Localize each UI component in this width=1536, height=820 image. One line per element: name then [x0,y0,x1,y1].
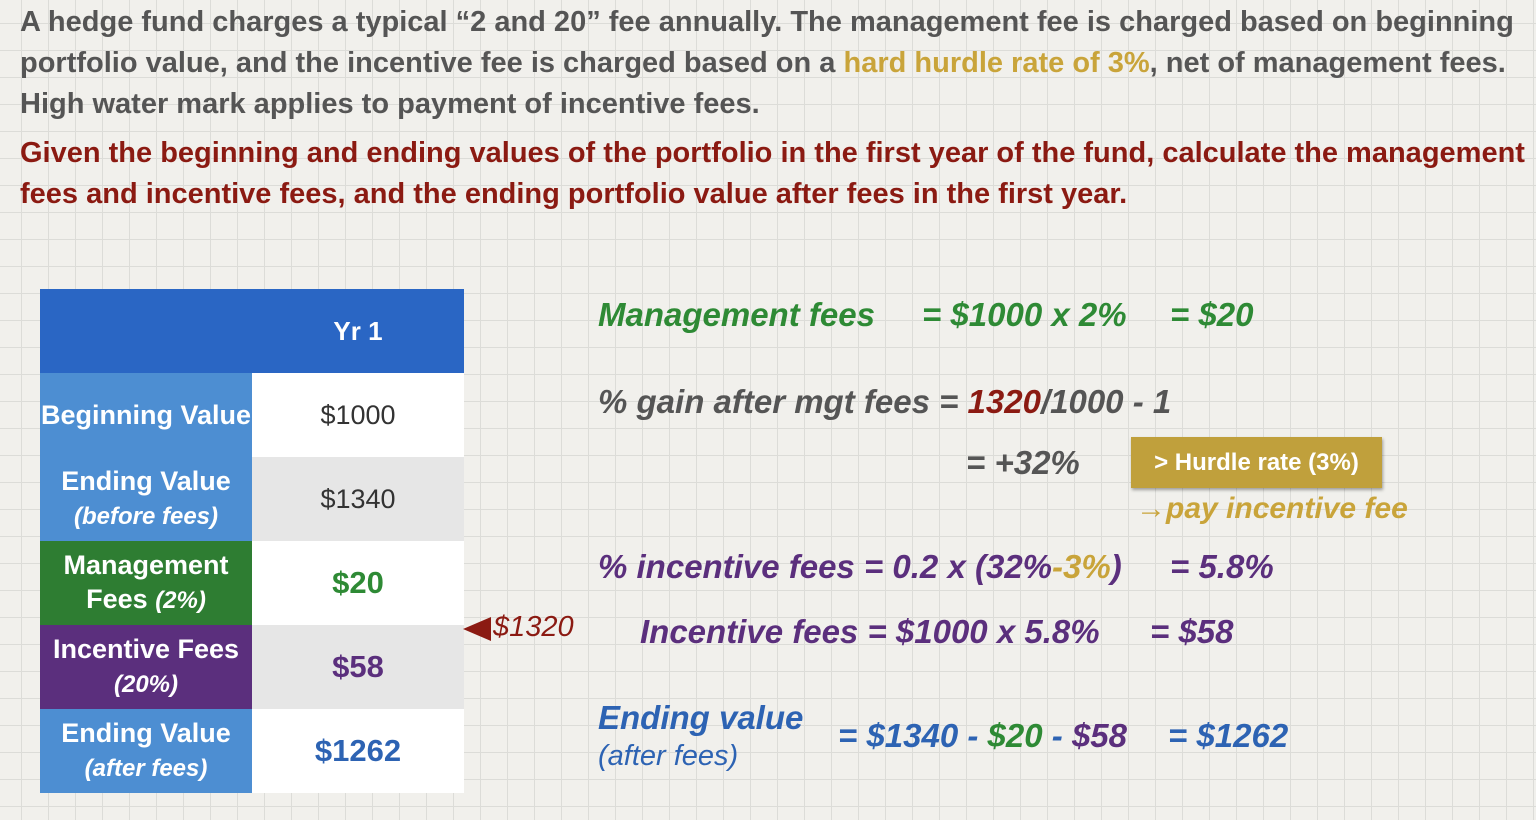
ending-result: = $1262 [1168,717,1289,754]
ending-eq: = $1340 - [838,717,979,754]
ending-dash: - [1051,717,1063,754]
row-value: $20 [252,541,464,625]
ending-sub: (after fees) [598,740,739,772]
pay-incentive-note: →pay incentive fee [1136,492,1408,525]
row-label: Beginning Value [40,373,252,457]
table-row: Ending Value (after fees) $1262 [40,709,464,793]
row-label-text: Beginning Value [40,400,252,430]
table-header-row: Yr 1 [40,289,464,373]
row-value: $1340 [252,457,464,541]
mgmt-label: Management fees [598,296,875,333]
pct-incentive-formula: % incentive fees = 0.2 x (32%-3%) [598,548,1122,586]
row-value: $1000 [252,373,464,457]
ending-inc: $58 [1071,717,1128,754]
row-value: $1262 [252,709,464,793]
table-header-yr1: Yr 1 [252,289,464,373]
pct-incentive-label: % incentive fees = [598,548,884,585]
gain-num: 1320 [967,383,1041,420]
row-label: Management Fees (2%) [40,541,252,625]
table-row: Beginning Value $1000 [40,373,464,457]
question-text: Given the beginning and ending values of… [20,137,1525,210]
intro-text-2: , net of management fees. High water mar… [20,47,1506,120]
pointer-arrow-icon [463,617,491,641]
incentive-result: = $58 [1150,613,1234,650]
row-label-text: Incentive Fees [52,634,240,664]
row-label-sub: (after fees) [84,755,208,782]
incentive-formula: Incentive fees = $1000 x 5.8% [640,613,1100,651]
hurdle-highlight: hard hurdle rate of 3% [843,47,1150,79]
pct-incentive-expr2: ) [1110,548,1122,585]
gain-rest: /1000 - 1 [1040,383,1172,420]
row-label-sub: (20%) [113,671,179,698]
incentive-label: Incentive fees = [640,613,887,650]
intro-text-1: A hedge fund charges a typical “2 and 20… [20,6,1514,79]
gain-label: % gain after mgt fees = [598,383,959,420]
gain-result: = +32% [966,444,1080,481]
row-label-text: Management Fees [63,550,229,614]
table-row: Ending Value (before fees) $1340 [40,457,464,541]
table-header-blank [40,289,252,373]
row-label: Incentive Fees (20%) [40,625,252,709]
ending-mgmt: $20 [987,717,1043,754]
pct-incentive-expr1: 0.2 x (32% [892,548,1053,585]
pointer-value: $1320 [493,611,574,643]
gain-formula: % gain after mgt fees = 1320/1000 - 1 [598,383,1171,421]
hurdle-rate-badge: > Hurdle rate (3%) [1131,437,1382,488]
problem-intro: A hedge fund charges a typical “2 and 20… [20,2,1532,125]
fee-table: Yr 1 Beginning Value $1000 Ending Value (… [40,289,464,793]
row-value: $58 [252,625,464,709]
row-label: Ending Value (after fees) [40,709,252,793]
row-label-sub: (before fees) [73,503,219,530]
mgmt-eq1: = $1000 x 2% [922,296,1127,333]
row-label-text: Ending Value [61,718,231,748]
pct-incentive-hurdle: -3% [1052,548,1111,585]
pct-incentive-result: = 5.8% [1170,548,1274,585]
incentive-expr: $1000 x 5.8% [895,613,1100,650]
row-label: Ending Value (before fees) [40,457,252,541]
ending-formula: = $1340 - $20 - $58 [838,717,1127,755]
row-label-sub: (2%) [155,587,206,614]
ending-label: Ending value [598,699,804,736]
mgmt-eq2: = $20 [1170,296,1254,333]
table-row: Incentive Fees (20%) $58 [40,625,464,709]
table-row: Management Fees (2%) $20 [40,541,464,625]
row-label-text: Ending Value [61,466,231,496]
